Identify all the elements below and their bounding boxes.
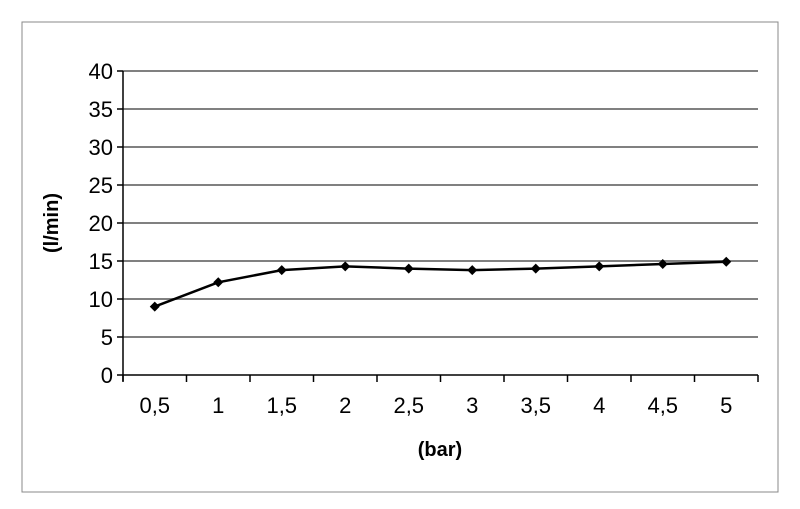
chart-frame xyxy=(21,21,779,493)
x-tick-label: 2,5 xyxy=(393,393,424,418)
y-tick-label: 10 xyxy=(89,287,113,312)
data-point xyxy=(530,263,541,274)
y-tick-label: 40 xyxy=(89,59,113,84)
y-tick-label: 0 xyxy=(101,363,113,388)
data-line xyxy=(154,260,727,308)
x-tick-label: 1,5 xyxy=(266,393,297,418)
data-point xyxy=(340,261,351,272)
x-tick-label: 3 xyxy=(466,393,478,418)
data-point xyxy=(276,265,287,276)
y-tick-label: 15 xyxy=(89,249,113,274)
data-point xyxy=(657,259,668,270)
data-point xyxy=(213,277,224,288)
x-axis-label: (bar) xyxy=(418,439,462,461)
y-tick-label: 20 xyxy=(89,211,113,236)
data-point xyxy=(721,256,732,267)
y-axis-label: (l/min) xyxy=(41,193,63,253)
x-tick-label: 5 xyxy=(720,393,732,418)
y-tick-label: 25 xyxy=(89,173,113,198)
y-tick-label: 5 xyxy=(101,325,113,350)
data-point xyxy=(594,261,605,272)
y-tick-label: 30 xyxy=(89,135,113,160)
x-tick-label: 1 xyxy=(212,393,224,418)
x-tick-label: 2 xyxy=(339,393,351,418)
data-point xyxy=(467,265,478,276)
x-tick-label: 4 xyxy=(593,393,605,418)
data-point xyxy=(149,301,160,312)
x-tick-label: 0,5 xyxy=(139,393,170,418)
y-tick-label: 35 xyxy=(89,97,113,122)
x-tick-label: 4,5 xyxy=(647,393,678,418)
data-point xyxy=(403,263,414,274)
x-tick-label: 3,5 xyxy=(520,393,551,418)
